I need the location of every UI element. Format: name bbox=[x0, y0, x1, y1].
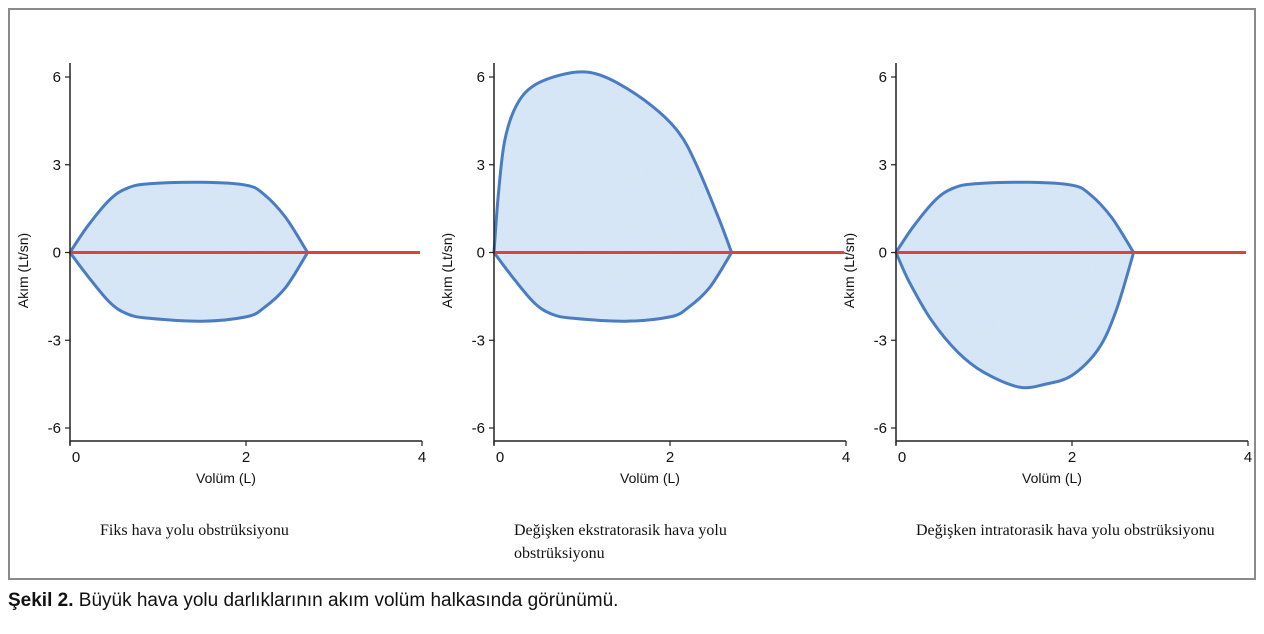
y-tick-label: -3 bbox=[48, 332, 61, 349]
y-tick-label: 6 bbox=[477, 69, 485, 86]
y-axis-title: Akım (Lt/sn) bbox=[15, 233, 31, 308]
y-tick-label: 0 bbox=[879, 245, 887, 262]
chart-panel-2: 6 3 0 -3 -6 0 2 4 Volüm (L) Akım (Lt/sn) bbox=[439, 63, 850, 486]
y-tick-label: 0 bbox=[477, 245, 485, 262]
expiratory-curve bbox=[894, 180, 1135, 254]
x-tick-label: 4 bbox=[418, 449, 426, 466]
chart-panel-1: 6 3 0 -3 -6 0 2 4 Volüm (L) Akım (Lt/sn) bbox=[15, 63, 426, 486]
y-axis-title: Akım (Lt/sn) bbox=[841, 233, 857, 308]
figure-caption: Şekil 2. Büyük hava yolu darlıklarının a… bbox=[8, 590, 618, 612]
x-tick-label: 2 bbox=[242, 449, 250, 466]
loop-texture bbox=[896, 182, 1134, 388]
y-tick-label: 0 bbox=[53, 245, 61, 262]
y-tick-label: -3 bbox=[472, 332, 485, 349]
x-axis-title: Volüm (L) bbox=[196, 470, 256, 486]
chart-panel-3: 6 3 0 -3 -6 0 2 4 Volüm (L) Akım (Lt/sn) bbox=[841, 63, 1252, 486]
y-tick-label: -6 bbox=[472, 420, 485, 437]
loop-texture bbox=[494, 71, 732, 322]
figure-caption-label: Şekil 2. bbox=[8, 590, 74, 611]
expiratory-curve bbox=[492, 70, 734, 254]
x-axis-title: Volüm (L) bbox=[1022, 470, 1082, 486]
x-axis-title: Volüm (L) bbox=[620, 470, 680, 486]
x-tick-label: 2 bbox=[1068, 449, 1076, 466]
figure-caption-text: Büyük hava yolu darlıklarının akım volüm… bbox=[78, 590, 619, 611]
y-tick-label: -6 bbox=[874, 420, 887, 437]
y-tick-label: 3 bbox=[879, 157, 887, 174]
inspiratory-curve bbox=[68, 251, 309, 323]
y-tick-label: -3 bbox=[874, 332, 887, 349]
x-tick-label: 4 bbox=[842, 449, 850, 466]
x-tick-label: 0 bbox=[898, 449, 906, 466]
expiratory-curve bbox=[68, 180, 309, 254]
y-tick-label: -6 bbox=[48, 420, 61, 437]
panel-caption-2: Değişken ekstratorasik hava yolu obstrük… bbox=[514, 522, 727, 562]
y-tick-label: 6 bbox=[53, 69, 61, 86]
inspiratory-curve bbox=[894, 251, 1136, 390]
panel-caption-3: Değişken intratorasik hava yolu obstrüks… bbox=[916, 522, 1215, 539]
x-tick-label: 2 bbox=[666, 449, 674, 466]
x-tick-label: 0 bbox=[496, 449, 504, 466]
y-tick-label: 3 bbox=[477, 157, 485, 174]
y-tick-label: 3 bbox=[53, 157, 61, 174]
x-tick-label: 0 bbox=[72, 449, 80, 466]
x-tick-label: 4 bbox=[1244, 449, 1252, 466]
y-axis-title: Akım (Lt/sn) bbox=[439, 233, 455, 308]
panel-caption-1: Fiks hava yolu obstrüksiyonu bbox=[100, 522, 289, 539]
inspiratory-curve bbox=[492, 251, 733, 323]
y-tick-label: 6 bbox=[879, 69, 887, 86]
